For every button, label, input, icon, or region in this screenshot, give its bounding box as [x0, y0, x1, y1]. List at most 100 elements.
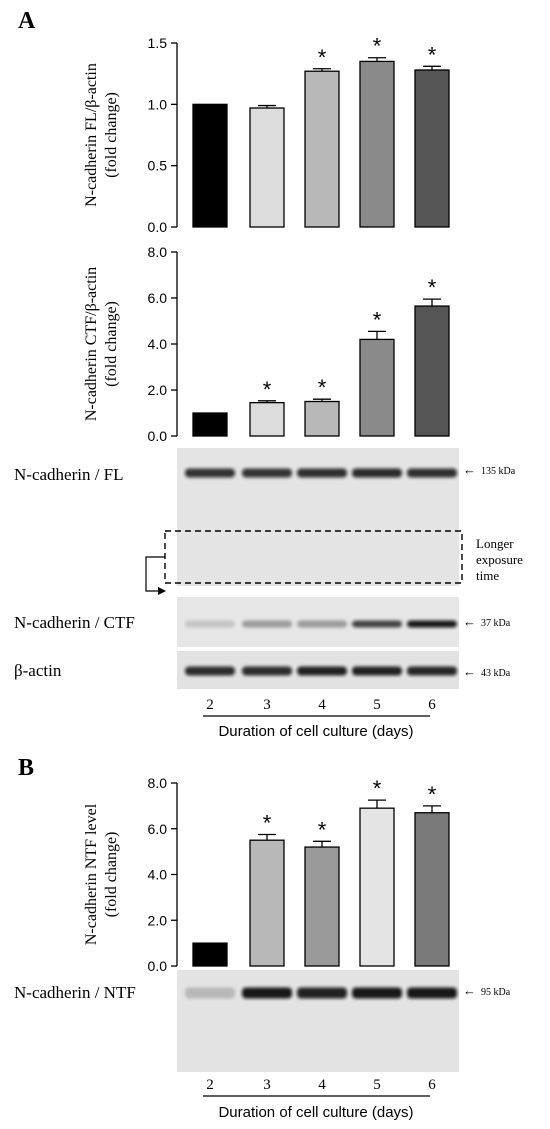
- bar: [304, 70, 340, 228]
- y-axis-label-unit: (fold change): [103, 832, 120, 918]
- bar: [249, 839, 285, 967]
- y-tick-label: 0.0: [148, 428, 168, 444]
- bar: [359, 338, 395, 437]
- blot-band: [185, 620, 235, 628]
- blot-ctf: N-cadherin / CTF ← 37 kDa: [14, 597, 511, 647]
- arrow-icon: ←: [463, 462, 476, 477]
- lane-label: 3: [263, 697, 271, 713]
- blot-band: [242, 666, 292, 676]
- y-tick-label: 2.0: [148, 912, 168, 928]
- y-tick-label: 0.0: [148, 219, 168, 235]
- y-tick-label: 1.0: [148, 96, 168, 112]
- lane-labels-b: 2 3 4 5 6: [206, 1077, 436, 1093]
- blot-band: [407, 666, 457, 676]
- arrow-icon: ←: [463, 614, 476, 629]
- blot-band: [185, 468, 235, 478]
- significance-asterisk: *: [373, 307, 382, 332]
- significance-asterisk: *: [428, 42, 437, 67]
- blot-ntf-kda: 95 kDa: [481, 987, 511, 998]
- longer-exposure-line1: Longer: [476, 536, 514, 551]
- lane-label: 3: [263, 1077, 271, 1093]
- bar: [359, 60, 395, 228]
- blot-ntf-background: [177, 970, 459, 1072]
- lane-label: 5: [373, 697, 381, 713]
- bar: [192, 412, 228, 437]
- significance-asterisk: *: [373, 776, 382, 801]
- significance-asterisk: *: [318, 375, 327, 400]
- blot-band: [352, 987, 402, 999]
- longer-exposure-line2: exposure: [476, 552, 523, 567]
- y-axis-label: N-cadherin NTF level: [83, 803, 100, 945]
- blot-ntf-label: N-cadherin / NTF: [14, 983, 136, 1002]
- bar: [304, 846, 340, 967]
- chart-fl-ratio: 0.0 0.5 1.0 1.5 N-cadherin FL/β-actin (fold c…: [83, 34, 450, 235]
- bar: [249, 107, 285, 228]
- exposure-arrowhead-icon: [158, 587, 166, 595]
- blot-band: [297, 987, 347, 999]
- x-axis-label-b: Duration of cell culture (days): [218, 1104, 413, 1121]
- y-axis-label: N-cadherin FL/β-actin: [83, 63, 100, 207]
- y-tick-label: 8.0: [148, 775, 168, 791]
- y-tick-label: 4.0: [148, 867, 168, 883]
- blot-fl-kda: 135 kDa: [481, 466, 516, 477]
- y-axis-label-unit: (fold change): [103, 92, 120, 178]
- bar: [359, 807, 395, 967]
- bar: [414, 69, 450, 228]
- blot-ctf-label: N-cadherin / CTF: [14, 613, 135, 632]
- blot-fl: N-cadherin / FL ← 135 kDa: [14, 448, 516, 586]
- blot-band: [242, 620, 292, 628]
- significance-asterisk: *: [428, 275, 437, 300]
- blot-band: [297, 620, 347, 628]
- blot-band: [352, 666, 402, 676]
- bar: [192, 942, 228, 967]
- y-tick-label: 4.0: [148, 336, 168, 352]
- lane-label: 4: [318, 697, 326, 713]
- blot-band: [407, 468, 457, 478]
- lane-label: 2: [206, 1077, 214, 1093]
- longer-exposure-line3: time: [476, 568, 499, 583]
- y-tick-label: 6.0: [148, 821, 168, 837]
- lane-label: 4: [318, 1077, 326, 1093]
- y-axis-label-unit: (fold change): [103, 301, 120, 387]
- chart-ctf-ratio: 0.0 2.0 4.0 6.0 8.0 N-cadherin CTF/β-actin (fo…: [83, 244, 450, 444]
- bar: [304, 400, 340, 437]
- bar: [192, 103, 228, 228]
- panel-b-label: B: [18, 755, 34, 781]
- blot-actin-kda: 43 kDa: [481, 668, 511, 679]
- lane-label: 2: [206, 697, 214, 713]
- lane-label: 6: [428, 697, 436, 713]
- panel-a-label: A: [18, 8, 36, 34]
- exposure-connector: [145, 556, 165, 592]
- blot-band: [407, 620, 457, 628]
- bar: [414, 305, 450, 437]
- y-axis-label: N-cadherin CTF/β-actin: [83, 267, 100, 421]
- arrow-icon: ←: [463, 983, 476, 998]
- blot-band: [297, 468, 347, 478]
- y-tick-label: 1.5: [148, 35, 168, 51]
- blot-band: [297, 666, 347, 676]
- blot-band: [242, 987, 292, 999]
- lane-label: 5: [373, 1077, 381, 1093]
- lane-labels-a: 2 3 4 5 6: [206, 697, 436, 713]
- bar: [249, 401, 285, 437]
- y-tick-label: 8.0: [148, 244, 168, 260]
- y-tick-label: 0.0: [148, 958, 168, 974]
- blot-actin-label: β-actin: [14, 661, 62, 680]
- blot-ntf: N-cadherin / NTF ← 95 kDa: [14, 970, 511, 1072]
- blot-band: [185, 666, 235, 676]
- x-axis-label-a: Duration of cell culture (days): [218, 723, 413, 740]
- blot-fl-label: N-cadherin / FL: [14, 465, 124, 484]
- significance-asterisk: *: [263, 377, 272, 402]
- bar: [414, 812, 450, 967]
- significance-asterisk: *: [263, 810, 272, 835]
- chart-ntf-level: 0.0 2.0 4.0 6.0 8.0 N-cadherin NTF level (fold…: [83, 775, 450, 974]
- significance-asterisk: *: [318, 45, 327, 70]
- lane-label: 6: [428, 1077, 436, 1093]
- blot-band: [407, 987, 457, 999]
- significance-asterisk: *: [318, 817, 327, 842]
- arrow-icon: ←: [463, 664, 476, 679]
- y-tick-label: 2.0: [148, 382, 168, 398]
- significance-asterisk: *: [373, 34, 382, 59]
- blot-band: [185, 987, 235, 999]
